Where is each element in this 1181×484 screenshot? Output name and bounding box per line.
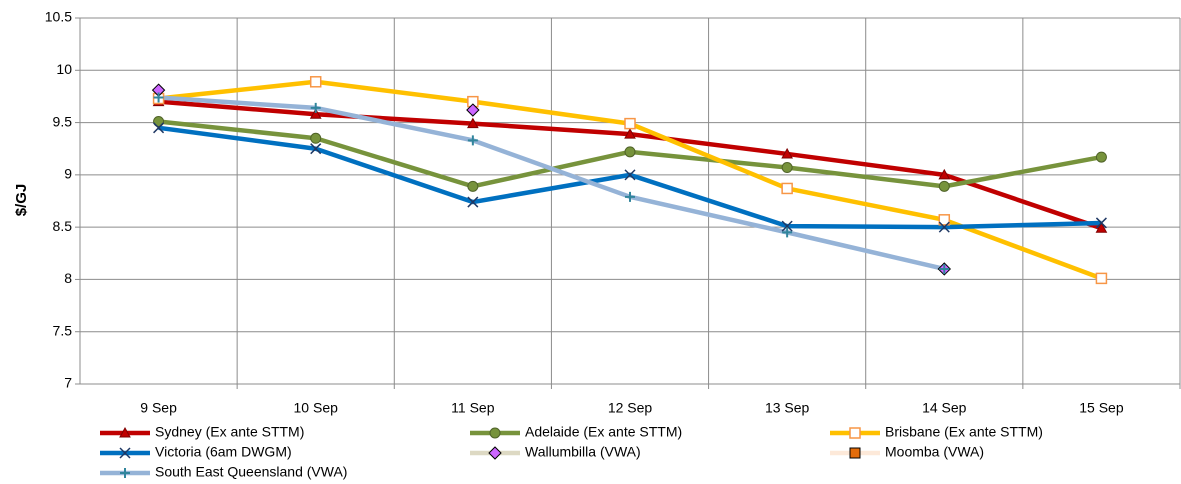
legend-label: South East Queensland (VWA): [155, 464, 347, 480]
marker: [624, 169, 636, 181]
x-tick-label: 10 Sep: [294, 400, 339, 416]
marker: [488, 446, 502, 460]
marker: [309, 108, 322, 119]
marker: [489, 427, 501, 439]
marker: [310, 132, 322, 144]
marker: [153, 92, 164, 103]
marker: [781, 162, 793, 174]
marker: [938, 180, 950, 192]
marker: [938, 214, 951, 226]
legend-label: Victoria (6am DWGM): [155, 444, 292, 460]
x-tick-label: 9 Sep: [140, 400, 177, 416]
marker: [309, 76, 322, 88]
marker: [467, 135, 478, 146]
legend-label: Adelaide (Ex ante STTM): [525, 424, 682, 440]
marker: [1095, 272, 1108, 285]
legend-label: Sydney (Ex ante STTM): [155, 424, 304, 440]
y-tick-label: 7: [64, 375, 72, 391]
marker: [938, 168, 951, 180]
marker: [310, 143, 322, 155]
marker: [153, 122, 165, 134]
y-tick-label: 10.5: [45, 9, 72, 25]
marker: [153, 116, 165, 128]
marker: [466, 103, 480, 117]
marker: [782, 227, 793, 238]
y-tick-label: 8.5: [53, 218, 73, 234]
x-tick-label: 11 Sep: [451, 400, 495, 416]
x-tick-label: 15 Sep: [1079, 400, 1124, 416]
marker: [624, 146, 636, 158]
marker: [625, 191, 635, 202]
x-tick-label: 12 Sep: [608, 400, 653, 416]
marker: [467, 117, 479, 129]
marker: [119, 426, 131, 438]
marker: [1095, 217, 1107, 229]
marker: [781, 220, 793, 232]
x-tick-label: 13 Sep: [765, 400, 810, 416]
marker: [467, 196, 479, 208]
legend-label: Moomba (VWA): [885, 444, 984, 460]
marker: [119, 447, 131, 459]
y-tick-label: 10: [56, 61, 72, 77]
marker: [624, 117, 636, 130]
marker: [781, 147, 793, 159]
legend-label: Brisbane (Ex ante STTM): [885, 424, 1043, 440]
x-tick-label: 14 Sep: [922, 400, 967, 416]
marker: [310, 102, 321, 113]
series-line: [158, 95, 945, 272]
y-tick-label: 9: [64, 166, 72, 182]
y-axis-label: $/GJ: [13, 184, 30, 217]
marker: [849, 447, 861, 459]
y-tick-label: 8: [64, 270, 72, 286]
marker: [781, 182, 793, 195]
series-line: [158, 125, 1102, 230]
y-tick-label: 9.5: [53, 113, 73, 129]
marker: [1095, 222, 1108, 233]
legend-label: Wallumbilla (VWA): [525, 444, 641, 460]
y-tick-label: 7.5: [53, 322, 73, 338]
marker: [849, 427, 861, 439]
marker: [120, 468, 130, 478]
marker: [1095, 151, 1107, 163]
marker: [939, 263, 950, 274]
marker: [467, 180, 479, 192]
marker: [624, 128, 636, 139]
marker: [938, 221, 950, 233]
